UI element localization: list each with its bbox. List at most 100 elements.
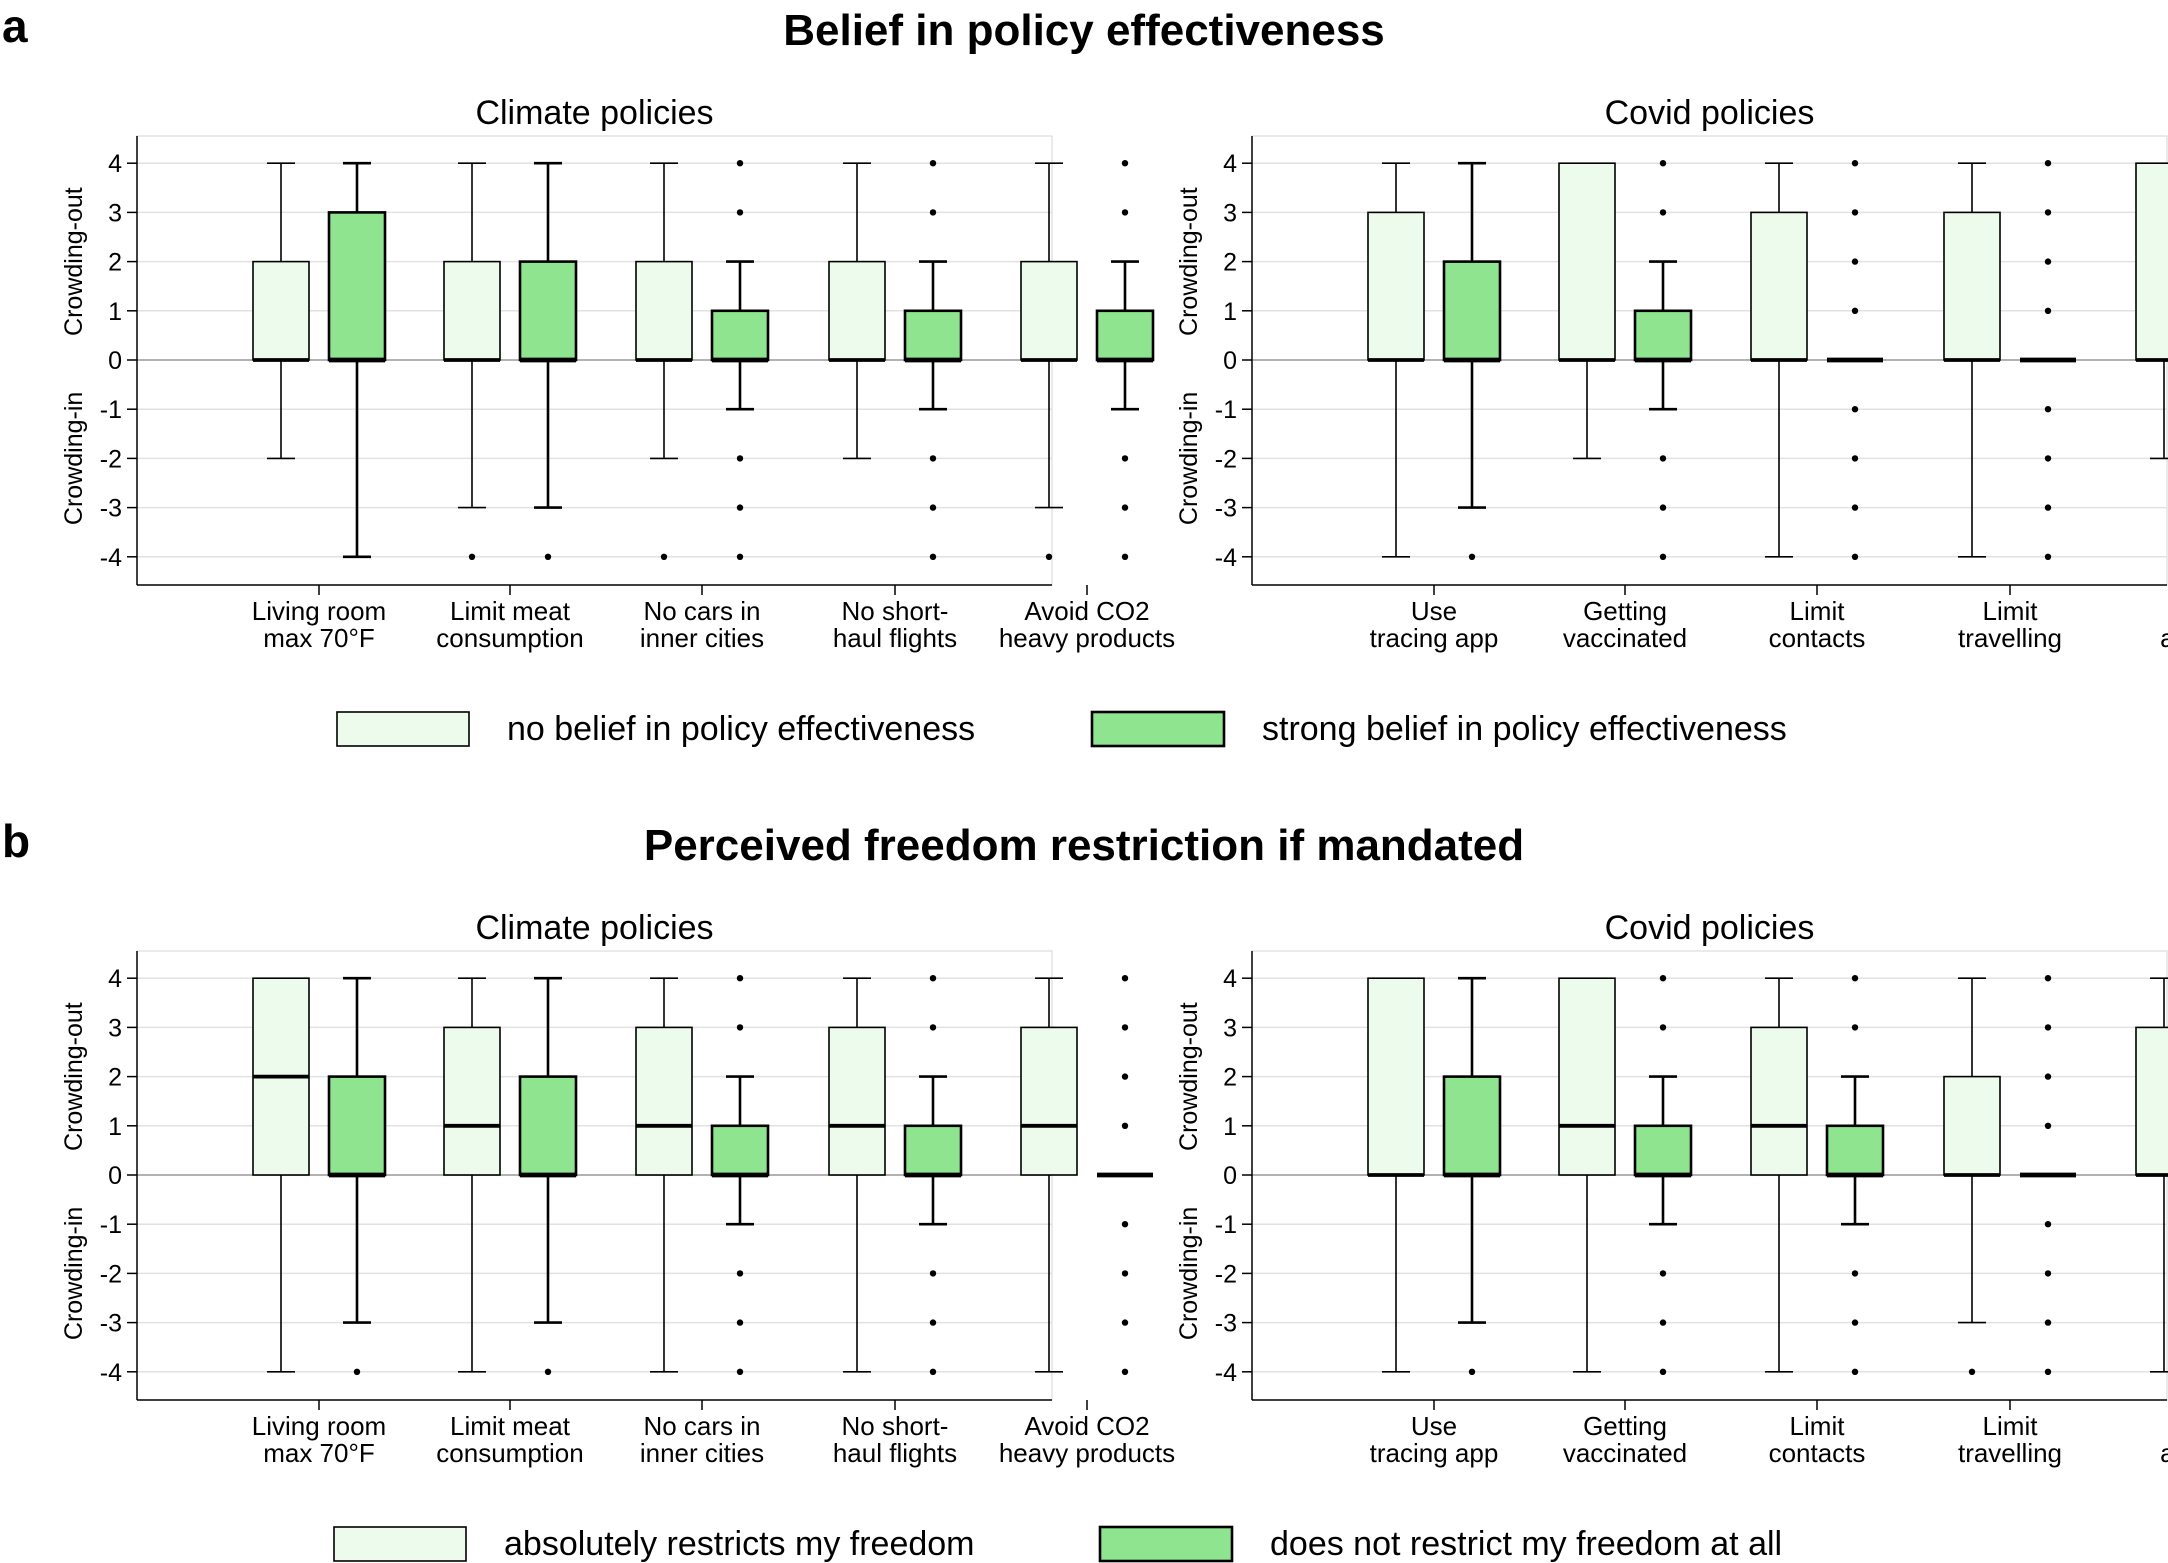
outlier-point [1851, 1270, 1859, 1277]
x-tick-label: Use [1411, 596, 1457, 626]
y-tick-label: 2 [108, 249, 122, 277]
iqr-box [710, 309, 770, 362]
subplot-title: Climate policies [475, 94, 713, 132]
outlier-point [929, 553, 937, 560]
y-label-crowding-in: Crowding-in [1175, 392, 1203, 525]
x-tick-label: max 70°F [263, 623, 375, 653]
box-dark [903, 160, 963, 560]
box-light [635, 977, 693, 1373]
x-tick-label: Getting [1583, 596, 1667, 626]
outlier-point [2044, 1073, 2052, 1080]
x-tick-label: travelling [1958, 1438, 2062, 1468]
legend-swatch-dark [1098, 1525, 1234, 1563]
outlier-point [1851, 1368, 1859, 1376]
iqr-box [903, 1124, 963, 1177]
box-light [2135, 162, 2168, 460]
outlier-point [2044, 553, 2052, 560]
y-tick-label: 3 [108, 199, 122, 227]
outlier-point [736, 1368, 744, 1376]
outlier-point [2044, 258, 2052, 265]
iqr-box [1825, 1124, 1885, 1177]
outlier-point [1659, 1368, 1667, 1376]
outlier-point [2044, 1368, 2052, 1376]
y-tick-label: -1 [100, 396, 122, 424]
y-tick-label: 3 [1223, 1014, 1237, 1042]
outlier-point [1851, 1024, 1859, 1031]
legend: no belief in policy effectiveness strong … [336, 710, 1787, 748]
iqr-box [1943, 1075, 2001, 1176]
outlier-point [929, 455, 937, 462]
outlier-point [929, 1024, 937, 1031]
box-dark [1633, 975, 1693, 1376]
iqr-box [2135, 1026, 2168, 1176]
iqr-box [443, 1026, 501, 1176]
y-label-crowding-out: Crowding-out [60, 1002, 88, 1151]
iqr-box [1633, 309, 1693, 362]
box-light [828, 162, 886, 460]
outlier-point [353, 1368, 361, 1376]
iqr-box [1558, 162, 1616, 361]
outlier-point [2044, 504, 2052, 511]
outlier-point [1851, 553, 1859, 560]
subplot-climate: Climate policies 4 3 2 1 0 -1 -2 -3 -4 Crowding-ou… [60, 94, 1175, 653]
iqr-box [903, 309, 963, 362]
outlier-point [1121, 455, 1129, 462]
outlier-point [929, 504, 937, 511]
outlier-point [736, 209, 744, 216]
y-tick-label: -2 [1215, 1260, 1237, 1288]
x-tick-label: Living room [252, 1411, 386, 1441]
outlier-point [736, 504, 744, 511]
box-dark [1097, 975, 1153, 1376]
y-tick-label: 4 [108, 150, 122, 178]
legend-label-light: no belief in policy effectiveness [507, 710, 975, 748]
x-tick-label: consumption [436, 1438, 583, 1468]
outlier-point [1851, 455, 1859, 462]
iqr-box [710, 1124, 770, 1177]
iqr-box [518, 260, 578, 362]
subplot-covid: Covid policies 4 3 2 1 0 -1 -2 -3 -4 Crowding-out C… [1175, 909, 2168, 1468]
box-light [1367, 977, 1425, 1373]
x-tick-label: tracing app [1370, 623, 1499, 653]
outlier-point [1851, 504, 1859, 511]
iqr-box [1943, 211, 2001, 361]
box-light [1558, 977, 1616, 1373]
outlier-point [544, 553, 552, 560]
iqr-box [1442, 260, 1502, 362]
outlier-point [1659, 975, 1667, 982]
subplot-climate: Climate policies 4 3 2 1 0 -1 -2 -3 -4 Crowding-ou… [60, 909, 1175, 1468]
box-light [252, 977, 310, 1373]
outlier-point [1851, 975, 1859, 982]
box-light [252, 162, 310, 460]
x-tick-label: inner cities [640, 623, 764, 653]
y-tick-label: -3 [100, 1310, 122, 1338]
y-label-crowding-in: Crowding-in [1175, 1207, 1203, 1340]
outlier-point [1121, 209, 1129, 216]
y-tick-label: 2 [1223, 249, 1237, 277]
outlier-point [1851, 258, 1859, 265]
outlier-point [2044, 975, 2052, 982]
x-tick-label: Limit [1983, 596, 2039, 626]
y-tick-label: -2 [100, 1260, 122, 1288]
iqr-box [828, 260, 886, 361]
box-light [828, 977, 886, 1373]
panel-a: a Belief in policy effectiveness Climate p… [2, 0, 2168, 748]
outlier-point [2044, 1270, 2052, 1277]
box-light [635, 162, 693, 560]
panel-title: Perceived freedom restriction if mandate… [644, 821, 1524, 870]
x-tick-label: Limit [1983, 1411, 2039, 1441]
x-tick-label: tracing app [1370, 1438, 1499, 1468]
iqr-box [1020, 1026, 1078, 1176]
iqr-box [327, 211, 387, 362]
y-tick-label: -4 [100, 544, 122, 572]
y-tick-label: -1 [1215, 396, 1237, 424]
y-tick-label: -3 [1215, 1310, 1237, 1338]
x-tick-label: heavy products [999, 1438, 1175, 1468]
outlier-point [736, 1024, 744, 1031]
outlier-point [1659, 455, 1667, 462]
legend-swatch-light [336, 711, 470, 747]
outlier-point [1045, 553, 1053, 560]
y-tick-label: -1 [100, 1211, 122, 1239]
y-label-crowding-out: Crowding-out [1175, 187, 1203, 336]
iqr-box [443, 260, 501, 361]
x-tick-label: vaccinated [1563, 623, 1687, 653]
